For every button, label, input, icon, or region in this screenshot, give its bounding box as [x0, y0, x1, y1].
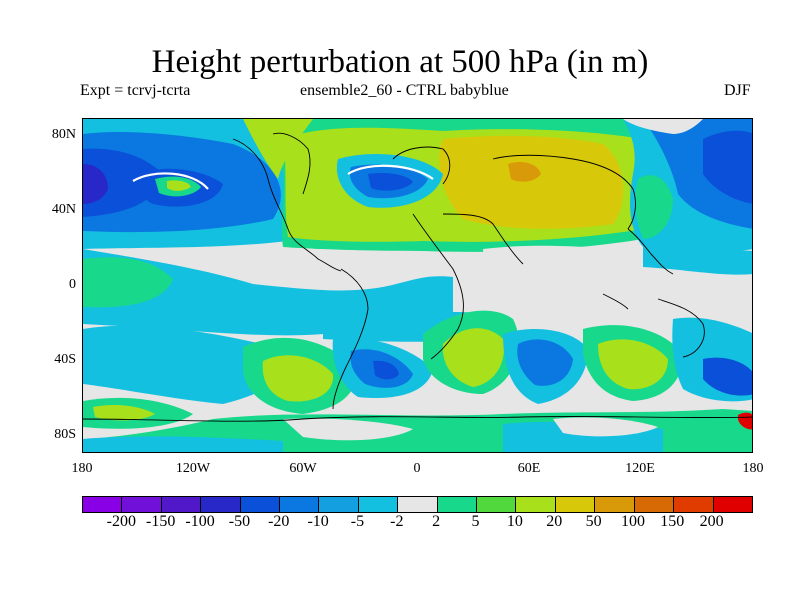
colorbar-tick-label: -5	[350, 513, 365, 530]
colorbar-tick-label: 100	[620, 513, 645, 530]
colorbar-swatch	[555, 497, 596, 512]
lat-label-80s: 80S	[54, 427, 76, 442]
lon-label-0: 0	[413, 461, 421, 476]
coastlines	[83, 132, 752, 422]
contour-region	[283, 418, 413, 441]
contour-region	[703, 357, 752, 396]
contour-region	[635, 175, 673, 239]
colorbar-tick-label: -150	[146, 513, 176, 530]
lat-label-40s: 40S	[54, 352, 76, 367]
contour-region	[643, 246, 752, 275]
lon-label-180e: 180	[742, 461, 764, 476]
lon-label-60w: 60W	[289, 461, 317, 476]
colorbar-swatch	[161, 497, 202, 512]
contour-region	[83, 164, 108, 204]
colorbar-swatch	[358, 497, 399, 512]
contour-region	[483, 245, 623, 278]
contour-map	[83, 119, 752, 452]
colorbar-tick-label: 2	[432, 513, 441, 530]
contour-region	[83, 249, 453, 336]
contour-region	[83, 148, 163, 217]
contour-region	[368, 172, 413, 191]
colorbar-tick-label: -20	[268, 513, 290, 530]
colorbar-swatch	[634, 497, 675, 512]
ensemble-label: ensemble2_60 - CTRL babyblue	[300, 82, 509, 99]
colorbar-tick-label: 10	[506, 513, 523, 530]
colorbar-swatch	[83, 497, 123, 512]
colorbar-swatch	[240, 497, 281, 512]
colorbar-tick-label: 200	[699, 513, 724, 530]
colorbar-tick-label: -10	[307, 513, 329, 530]
contour-region	[93, 404, 155, 421]
lon-label-120e: 120E	[625, 461, 655, 476]
colorbar-tick-label: -2	[390, 513, 404, 530]
chart-title: Height perturbation at 500 hPa (in m)	[151, 44, 649, 80]
contour-region	[703, 130, 752, 204]
colorbar-swatch	[477, 497, 517, 512]
lat-label-40n: 40N	[51, 202, 76, 217]
colorbar-swatch	[674, 497, 714, 512]
colorbar-swatch	[516, 497, 556, 512]
colorbar-swatch	[201, 497, 241, 512]
colorbar-tick-label: -100	[185, 513, 215, 530]
contour-region	[439, 135, 624, 229]
lon-label-60e: 60E	[517, 461, 541, 476]
colorbar-tick-label: 150	[660, 513, 685, 530]
lat-label-80n: 80N	[51, 127, 76, 142]
contour-region	[243, 119, 313, 179]
colorbar-swatch	[398, 497, 438, 512]
colorbar-swatch	[280, 497, 320, 512]
lat-label-equator: 0	[69, 277, 76, 292]
colorbar-swatch	[713, 497, 752, 512]
colorbar-swatch	[595, 497, 635, 512]
contour-region	[83, 257, 173, 308]
lon-label-180w: 180	[71, 461, 93, 476]
contour-region	[598, 339, 668, 390]
contour-region	[83, 325, 285, 404]
colorbar-tick-label: -200	[106, 513, 136, 530]
colorbar-swatch	[437, 497, 478, 512]
lon-label-120w: 120W	[175, 461, 211, 476]
experiment-label: Expt = tcrvj-tcrta	[80, 82, 191, 99]
colorbar-tick-label: 20	[546, 513, 563, 530]
contour-region	[167, 180, 191, 191]
contour-region	[83, 436, 283, 452]
colorbar-tick-label: 50	[585, 513, 602, 530]
colorbar-tick-label: -50	[228, 513, 251, 530]
map-panel	[82, 118, 753, 453]
contour-lines	[132, 164, 434, 190]
colorbar-swatch	[319, 497, 359, 512]
colorbar-swatch	[122, 497, 162, 512]
contour-region	[373, 360, 399, 380]
contour-region	[553, 417, 658, 437]
contour-region	[508, 162, 541, 182]
contour-region	[262, 355, 334, 402]
contour-region	[442, 328, 504, 387]
season-label: DJF	[724, 82, 751, 99]
colorbar-tick-label: 5	[471, 513, 480, 530]
colorbar	[82, 496, 753, 513]
contour-region	[517, 339, 573, 386]
contour-region	[623, 119, 703, 134]
